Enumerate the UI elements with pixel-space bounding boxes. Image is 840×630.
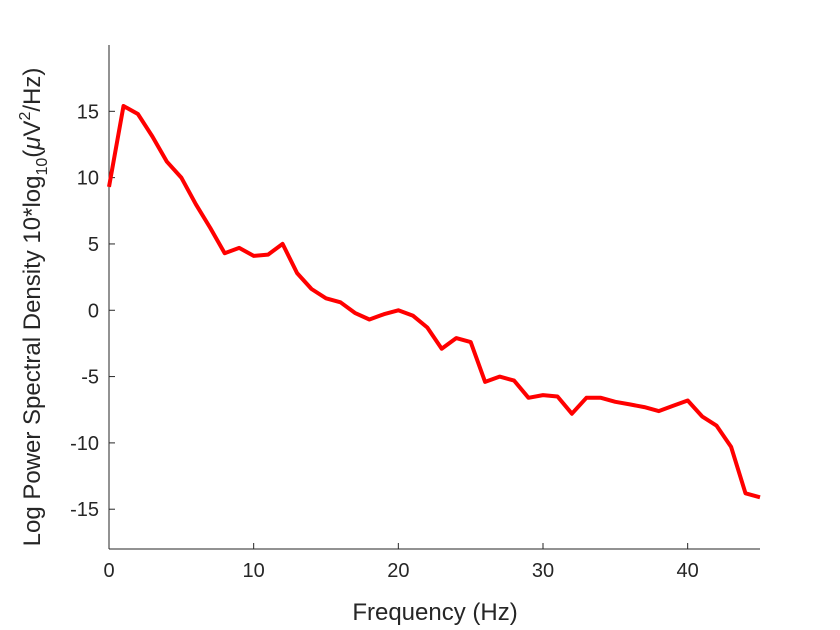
x-tick-label: 20 <box>387 560 409 582</box>
x-tick-labels: 0 10 20 30 40 <box>103 560 698 582</box>
y-tick-label: -10 <box>70 433 99 455</box>
y-axis-label-suffix: /Hz) <box>19 68 46 112</box>
x-tick-label: 10 <box>243 560 265 582</box>
y-tick-label: -15 <box>70 499 99 521</box>
y-axis-label-superscript: 2 <box>17 112 34 121</box>
y-tick-label: 5 <box>88 234 99 256</box>
x-tick-label: 0 <box>103 560 114 582</box>
y-axis-label: Log Power Spectral Density 10*log10(μV2/… <box>17 68 51 547</box>
y-axis-label-unit: V <box>19 121 46 137</box>
x-tick-label: 30 <box>532 560 554 582</box>
y-axis-label-paren: ( <box>19 150 46 158</box>
y-axis-label-prefix: Log Power Spectral Density 10*log <box>19 176 46 547</box>
x-tick-label: 40 <box>677 560 699 582</box>
y-tick-labels: -15 -10 -5 0 5 10 15 <box>70 101 99 521</box>
y-axis-label-mu: μ <box>19 137 46 151</box>
plot-area <box>107 104 761 500</box>
y-tick-label: 0 <box>88 300 99 322</box>
axes <box>108 45 760 550</box>
x-axis-label: Frequency (Hz) <box>352 599 517 626</box>
psd-series-line <box>107 104 761 500</box>
y-axis-label-subscript: 10 <box>34 158 51 176</box>
y-tick-label: 15 <box>77 101 99 123</box>
y-tick-label: 10 <box>77 168 99 190</box>
y-tick-label: -5 <box>81 367 99 389</box>
